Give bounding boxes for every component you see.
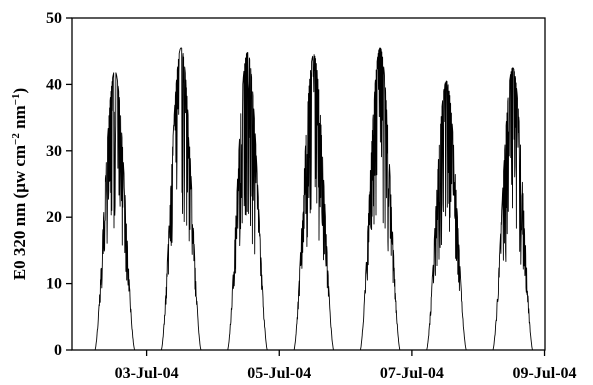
- y-axis-ticks: 0 10 20 30 40 50: [46, 10, 72, 359]
- y-tick-label-50: 50: [46, 10, 62, 27]
- y-tick-label-10: 10: [46, 276, 62, 293]
- x-tick-label-05-Jul-04: 05-Jul-04: [247, 365, 311, 382]
- plot-frame: [71, 17, 546, 351]
- y-axis-title-middle: nm: [10, 105, 29, 133]
- x-tick-label-07-Jul-04: 07-Jul-04: [380, 365, 444, 382]
- y-tick-label-0: 0: [54, 342, 62, 359]
- y-axis-title-exp2: −1: [10, 93, 22, 105]
- y-axis-title: E0 320 nm (μw cm−2 nm−1): [10, 88, 29, 280]
- x-axis-ticks: 03-Jul-04 05-Jul-04 07-Jul-04 09-Jul-04: [115, 350, 577, 382]
- series-line-e0-320nm: [71, 47, 545, 351]
- x-tick-label-09-Jul-04: 09-Jul-04: [513, 365, 577, 382]
- y-tick-label-30: 30: [46, 143, 62, 160]
- y-tick-label-40: 40: [46, 76, 62, 93]
- y-tick-label-20: 20: [46, 209, 62, 226]
- y-axis-title-suffix: ): [10, 88, 29, 94]
- x-tick-label-03-Jul-04: 03-Jul-04: [115, 365, 179, 382]
- y-axis-title-exp1: −2: [10, 133, 22, 145]
- y-axis-title-prefix: E0 320 nm (μw cm: [10, 145, 29, 280]
